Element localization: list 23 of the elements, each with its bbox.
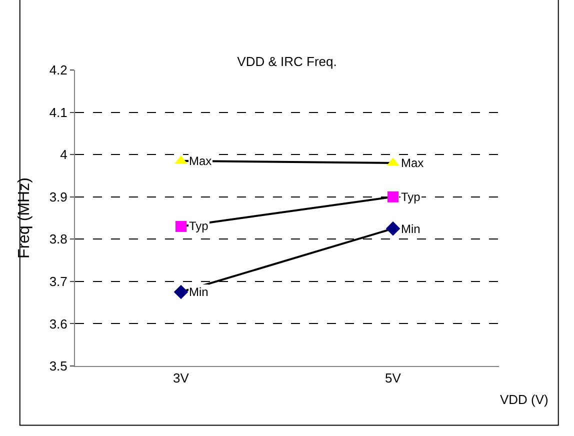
point bbox=[388, 191, 398, 202]
x-axis-title: VDD (V) bbox=[500, 392, 548, 407]
text: Min bbox=[401, 222, 420, 236]
point bbox=[174, 284, 188, 300]
series-label: Max bbox=[189, 154, 212, 168]
y-tick-label: 3.9 bbox=[49, 189, 68, 204]
chart-title: VDD & IRC Freq. bbox=[237, 54, 337, 69]
text: Max bbox=[401, 156, 424, 170]
y-tick-label: 3.8 bbox=[49, 232, 68, 247]
x-tick-label: 5V bbox=[385, 370, 402, 386]
series-label: Min bbox=[189, 285, 208, 299]
x-tick-label: 3V bbox=[173, 370, 190, 386]
series-label: Typ bbox=[189, 219, 209, 233]
y-tick-label: 3.5 bbox=[49, 358, 68, 374]
point bbox=[176, 220, 186, 232]
y-tick-label: 3.6 bbox=[49, 316, 68, 332]
y-tick-label: 4.2 bbox=[49, 62, 68, 78]
point bbox=[386, 221, 400, 236]
text: Typ bbox=[401, 190, 420, 204]
y-tick-label: 4 bbox=[60, 147, 68, 162]
y-tick-label: 4.1 bbox=[49, 104, 68, 120]
y-axis-title: Freq (MHz) bbox=[16, 178, 34, 258]
y-tick-label: 3.7 bbox=[49, 274, 68, 289]
